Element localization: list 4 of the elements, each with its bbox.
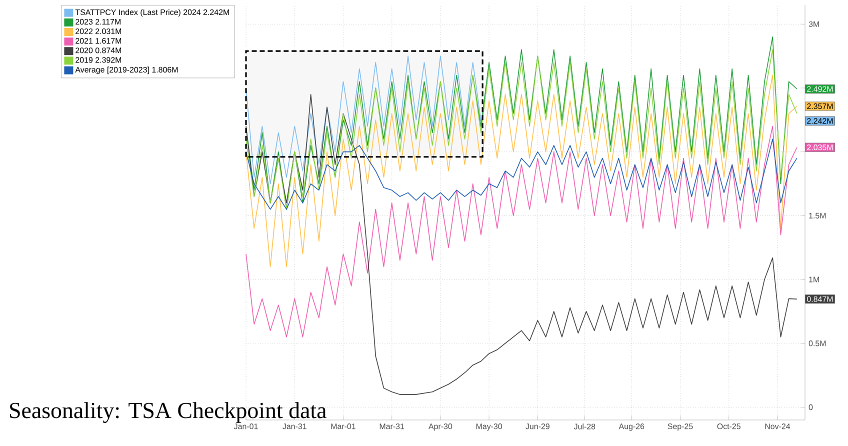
text: Seasonality: TSA Checkpoint data <box>10 402 326 423</box>
line-series <box>246 56 482 184</box>
line-series <box>246 126 798 338</box>
line-series <box>246 74 798 268</box>
